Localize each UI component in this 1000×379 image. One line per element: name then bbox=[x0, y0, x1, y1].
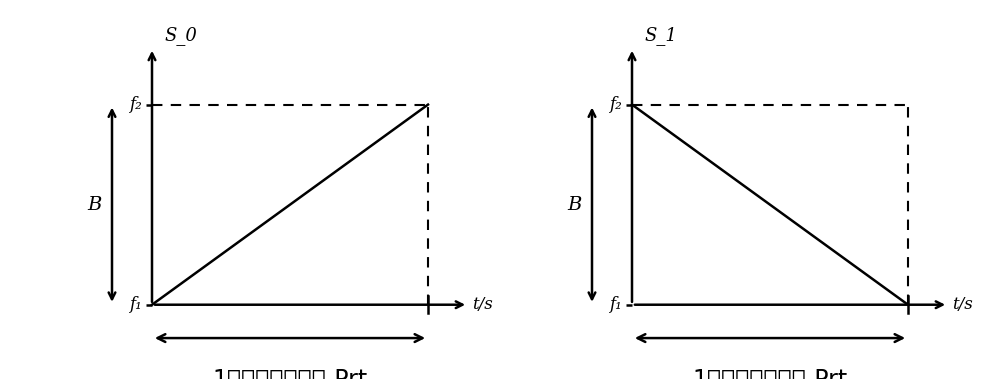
Text: B: B bbox=[568, 196, 582, 214]
Text: S_1: S_1 bbox=[644, 26, 677, 45]
Text: 1个调频周期时间-Prt: 1个调频周期时间-Prt bbox=[212, 368, 368, 379]
Text: f₂: f₂ bbox=[129, 96, 142, 113]
Text: 1个调频周期时间-Prt: 1个调频周期时间-Prt bbox=[692, 368, 848, 379]
Text: f₂: f₂ bbox=[609, 96, 622, 113]
Text: f₁: f₁ bbox=[609, 296, 622, 313]
Text: t/s: t/s bbox=[472, 296, 493, 313]
Text: t/s: t/s bbox=[952, 296, 973, 313]
Text: f₁: f₁ bbox=[129, 296, 142, 313]
Text: S_0: S_0 bbox=[164, 26, 197, 45]
Text: B: B bbox=[88, 196, 102, 214]
